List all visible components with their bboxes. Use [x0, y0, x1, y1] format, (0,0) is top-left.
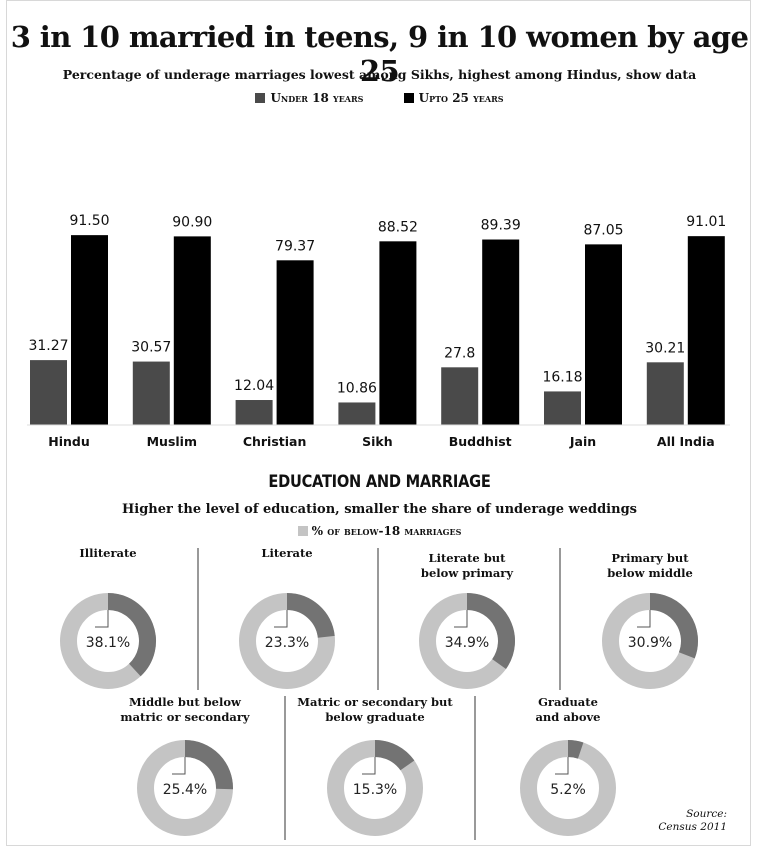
bar-under18-sikh: [338, 402, 376, 425]
donut-category-label: Middle but below matric or secondary: [95, 695, 275, 725]
legend-swatch-donut: [297, 526, 308, 536]
legend-label-under18: Under 18 years: [270, 91, 364, 105]
data-label: 10.86: [337, 380, 377, 396]
donut-category-line: matric or secondary: [120, 710, 250, 724]
legend-item-under18: Under 18 years: [255, 91, 363, 105]
data-label: 91.50: [69, 213, 109, 229]
bar-under18-buddhist: [441, 367, 479, 425]
data-label: 79.37: [275, 238, 315, 254]
bar-upto25-hindu: [71, 235, 108, 425]
source-label: Source:: [686, 808, 727, 820]
donut-category-label: Primary but below middle: [560, 551, 740, 581]
data-label: 87.05: [583, 222, 623, 238]
bar-under18-muslim: [132, 361, 170, 425]
bar-chart: 31.27 91.50 Hindu 30.57 90.90 Muslim 12.04 79.3…: [27, 105, 730, 449]
bar-under18-hindu: [30, 360, 67, 425]
category-label: All India: [657, 434, 715, 449]
donut-category-line: Middle but below: [129, 695, 241, 709]
donut-category-label: Graduate and above: [478, 695, 658, 725]
data-label: 31.27: [28, 338, 68, 354]
donut-category-label: Matric or secondary but below graduate: [285, 695, 465, 725]
data-label: 90.90: [172, 214, 212, 230]
category-label: Muslim: [147, 434, 197, 449]
donut-category-line: Literate: [261, 546, 313, 560]
category-label: Hindu: [48, 434, 90, 449]
donut-category-label: Illiterate: [18, 546, 198, 561]
bar-under18-christian: [235, 400, 273, 425]
category-label: Christian: [243, 434, 307, 449]
donut-category-line: below middle: [607, 566, 693, 580]
donut-category-line: and above: [535, 710, 601, 724]
data-label: 91.01: [686, 214, 726, 230]
section-subheading: Higher the level of education, smaller t…: [122, 502, 637, 517]
donut-category-line: below graduate: [325, 710, 425, 724]
legend-label-upto25: Upto 25 years: [418, 91, 504, 105]
data-label: 12.04: [234, 378, 274, 394]
data-label: 88.52: [378, 219, 418, 235]
legend-label-donut: % of below-18 marriages: [311, 524, 462, 538]
bar-under18-all-india: [646, 362, 684, 425]
chart-title: 3 in 10 married in teens, 9 in 10 women …: [10, 20, 749, 88]
data-label: 30.57: [131, 340, 171, 356]
bar-upto25-sikh: [379, 241, 417, 425]
chart-subtitle: Percentage of underage marriages lowest …: [62, 67, 697, 82]
data-label: 27.8: [444, 345, 475, 361]
donut-category-line: Literate but: [428, 551, 506, 565]
legend-swatch-upto25: [403, 93, 414, 103]
source-note: Source: Census 2011: [658, 808, 727, 834]
bar-upto25-all-india: [687, 236, 725, 425]
category-label: Jain: [569, 434, 596, 449]
donut-category-label: Literate but below primary: [377, 551, 557, 581]
bar-under18-jain: [544, 391, 581, 425]
data-label: 30.21: [645, 340, 685, 356]
category-label: Sikh: [362, 434, 393, 449]
data-label: 89.39: [481, 218, 521, 234]
section-heading: EDUCATION AND MARRIAGE: [268, 472, 491, 492]
donut-category-label: Literate: [197, 546, 377, 561]
donut-legend: % of below-18 marriages: [0, 524, 759, 538]
bar-upto25-muslim: [173, 236, 211, 425]
plot-area: [27, 105, 729, 425]
legend-swatch-under18: [255, 93, 266, 103]
donut-category-line: Illiterate: [79, 546, 137, 560]
infographic-frame: [6, 0, 751, 846]
donut-category-line: Matric or secondary but: [297, 695, 453, 709]
data-label: 16.18: [542, 369, 582, 385]
bar-legend: Under 18 years Upto 25 years: [0, 91, 759, 105]
bar-upto25-christian: [276, 260, 314, 425]
bar-upto25-jain: [585, 244, 622, 425]
donut-category-line: Primary but: [611, 551, 689, 565]
donut-category-line: Graduate: [538, 695, 598, 709]
donut-category-line: below primary: [420, 566, 514, 580]
category-label: Buddhist: [449, 434, 512, 449]
source-value: Census 2011: [658, 821, 727, 833]
legend-item-upto25: Upto 25 years: [403, 91, 504, 105]
bar-upto25-buddhist: [482, 239, 520, 425]
